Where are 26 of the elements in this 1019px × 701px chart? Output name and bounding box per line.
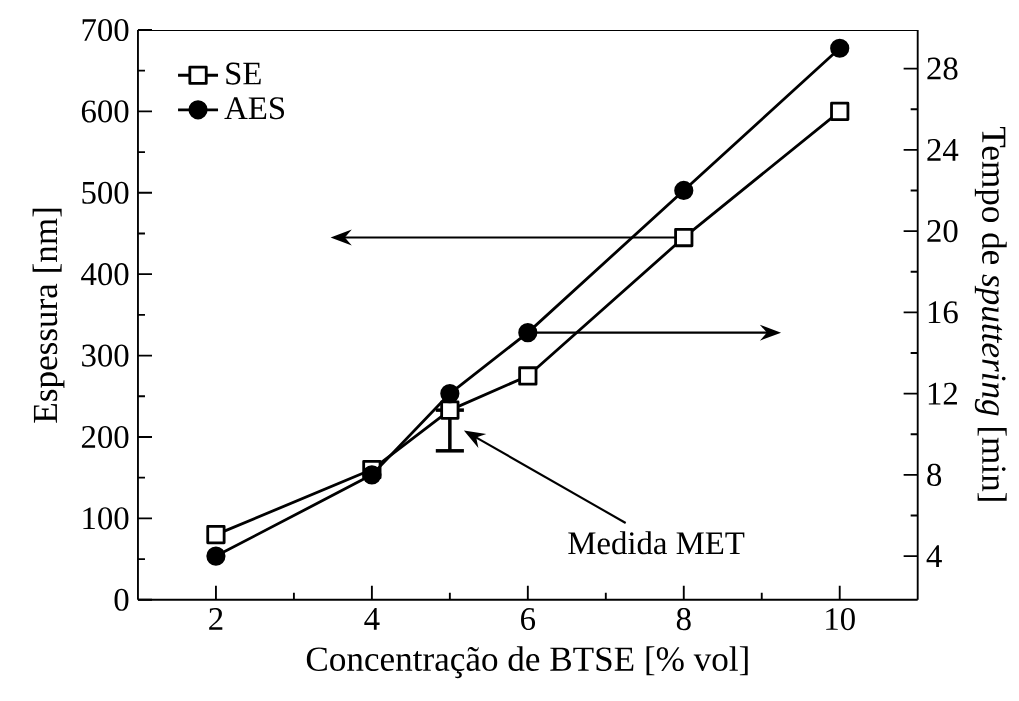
y-tick-label: 200: [81, 425, 129, 449]
legend-label: SE: [226, 62, 261, 85]
y-tick-label: 300: [82, 344, 129, 367]
y2-tick-label: 8: [927, 463, 942, 486]
x-tick-label: 4: [364, 608, 380, 630]
x-tick-label: 8: [676, 608, 691, 631]
y-tick-label: 600: [81, 100, 129, 123]
x-tick-label: 6: [521, 608, 536, 631]
y2-tick-label: 20: [927, 219, 958, 243]
x-tick-label: 10: [826, 608, 855, 631]
legend-label: AES: [224, 97, 285, 120]
y2-tick-label: 12: [928, 382, 957, 405]
y2-tick-label: 28: [927, 57, 958, 80]
x-tick-label: 2: [209, 608, 223, 630]
annotation: Medida MET: [568, 531, 745, 555]
y2-tick-label: 16: [928, 301, 958, 324]
x-axis-title: Concentração de BTSE [% vol]: [306, 646, 748, 679]
y-axis-title: Espessura [nm]: [32, 208, 65, 423]
y-tick-label: 400: [81, 263, 129, 286]
y-tick-label: 0: [114, 588, 129, 611]
y2-axis-title: Tempo de sputtering [min]: [974, 126, 1007, 501]
y-tick-label: 700: [82, 18, 129, 42]
y2-tick-label: 4: [926, 545, 942, 567]
y2-tick-label: 24: [927, 138, 959, 161]
y-tick-label: 100: [83, 507, 129, 530]
y-tick-label: 500: [82, 181, 129, 204]
